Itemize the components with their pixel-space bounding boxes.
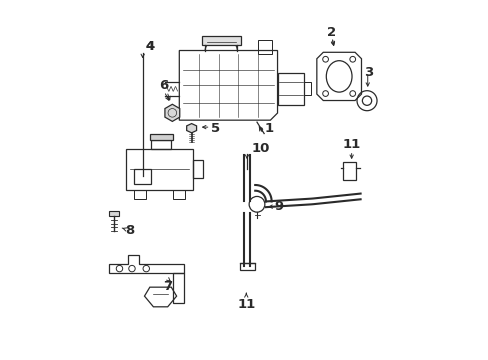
Bar <box>134 190 145 199</box>
Text: 7: 7 <box>163 280 172 293</box>
Text: 11: 11 <box>342 139 360 152</box>
Bar <box>149 134 173 140</box>
Text: 11: 11 <box>237 298 255 311</box>
Text: 4: 4 <box>145 40 154 53</box>
Bar <box>134 169 151 184</box>
Bar <box>257 40 272 54</box>
Polygon shape <box>186 123 196 133</box>
Bar <box>173 190 184 199</box>
Text: 2: 2 <box>327 26 336 39</box>
Text: 1: 1 <box>264 122 273 135</box>
Bar <box>304 82 310 95</box>
Bar <box>126 149 192 190</box>
Text: 10: 10 <box>251 142 269 155</box>
Polygon shape <box>164 104 180 121</box>
Bar <box>277 73 304 105</box>
Text: 4: 4 <box>145 40 154 53</box>
Bar <box>240 263 254 270</box>
Bar <box>151 140 171 149</box>
Text: 3: 3 <box>364 66 373 79</box>
Bar <box>192 160 203 178</box>
Text: 9: 9 <box>274 200 284 213</box>
Text: 5: 5 <box>210 122 219 135</box>
Bar <box>343 162 356 180</box>
Text: 6: 6 <box>159 80 168 93</box>
Bar <box>201 36 241 45</box>
Text: 8: 8 <box>124 224 134 237</box>
Bar <box>109 211 119 216</box>
